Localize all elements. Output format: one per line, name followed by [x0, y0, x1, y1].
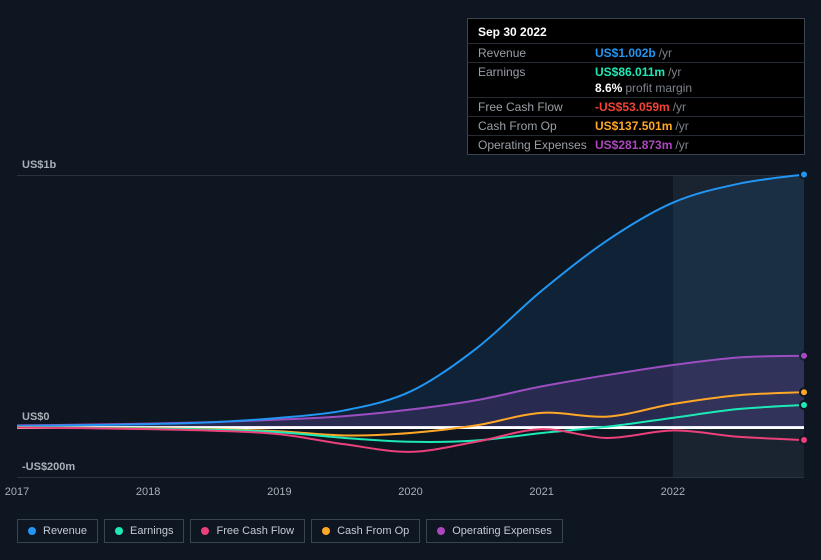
series-endpoint-icon	[800, 388, 808, 396]
tooltip-row: Free Cash Flow-US$53.059m/yr	[468, 97, 804, 116]
tooltip-row: Cash From OpUS$137.501m/yr	[468, 116, 804, 135]
legend-item[interactable]: Operating Expenses	[426, 519, 563, 543]
legend-item[interactable]: Earnings	[104, 519, 184, 543]
legend-item[interactable]: Cash From Op	[311, 519, 420, 543]
legend-swatch-icon	[437, 527, 445, 535]
tooltip-value: US$86.011m	[595, 65, 665, 79]
series-endpoint-icon	[800, 401, 808, 409]
x-axis-label: 2017	[5, 486, 29, 498]
legend-item[interactable]: Free Cash Flow	[190, 519, 305, 543]
legend-label: Cash From Op	[337, 525, 409, 537]
tooltip-value: US$137.501m	[595, 119, 672, 133]
legend-swatch-icon	[28, 527, 36, 535]
series-endpoint-icon	[800, 170, 808, 178]
y-axis-label: US$0	[22, 411, 50, 423]
legend-swatch-icon	[115, 527, 123, 535]
tooltip-label: Earnings	[478, 65, 595, 79]
tooltip-value: -US$53.059m	[595, 100, 670, 114]
series-endpoint-icon	[800, 436, 808, 444]
legend-label: Revenue	[43, 525, 87, 537]
legend-item[interactable]: Revenue	[17, 519, 98, 543]
x-axis-label: 2019	[267, 486, 291, 498]
tooltip-label: Revenue	[478, 46, 595, 60]
y-axis-label: US$1b	[22, 159, 56, 171]
x-axis-label: 2021	[529, 486, 553, 498]
tooltip-value: 8.6%	[595, 81, 622, 95]
series-area	[17, 174, 804, 426]
legend-label: Free Cash Flow	[216, 525, 294, 537]
tooltip-row: EarningsUS$86.011m/yr	[468, 62, 804, 81]
series-line	[17, 428, 804, 452]
tooltip-row: RevenueUS$1.002b/yr	[468, 43, 804, 62]
tooltip-label: Operating Expenses	[478, 138, 595, 152]
tooltip-unit: /yr	[659, 46, 672, 60]
tooltip-unit: profit margin	[625, 81, 692, 95]
legend-swatch-icon	[201, 527, 209, 535]
tooltip-label: Free Cash Flow	[478, 100, 595, 114]
x-axis-label: 2022	[661, 486, 685, 498]
tooltip-unit: /yr	[675, 119, 688, 133]
tooltip-row: 8.6%profit margin	[468, 81, 804, 97]
data-tooltip: Sep 30 2022 RevenueUS$1.002b/yrEarningsU…	[467, 18, 805, 155]
legend-label: Operating Expenses	[452, 525, 552, 537]
tooltip-label: Cash From Op	[478, 119, 595, 133]
tooltip-unit: /yr	[675, 138, 688, 152]
tooltip-date: Sep 30 2022	[468, 19, 804, 43]
tooltip-value: US$281.873m	[595, 138, 672, 152]
x-axis-label: 2020	[398, 486, 422, 498]
legend-swatch-icon	[322, 527, 330, 535]
legend: Revenue Earnings Free Cash Flow Cash From O…	[17, 519, 563, 543]
tooltip-unit: /yr	[668, 65, 681, 79]
x-axis-label: 2018	[136, 486, 160, 498]
tooltip-value: US$1.002b	[595, 46, 656, 60]
tooltip-unit: /yr	[673, 100, 686, 114]
tooltip-row: Operating ExpensesUS$281.873m/yr	[468, 135, 804, 154]
y-axis-label: -US$200m	[22, 461, 75, 473]
legend-label: Earnings	[130, 525, 173, 537]
